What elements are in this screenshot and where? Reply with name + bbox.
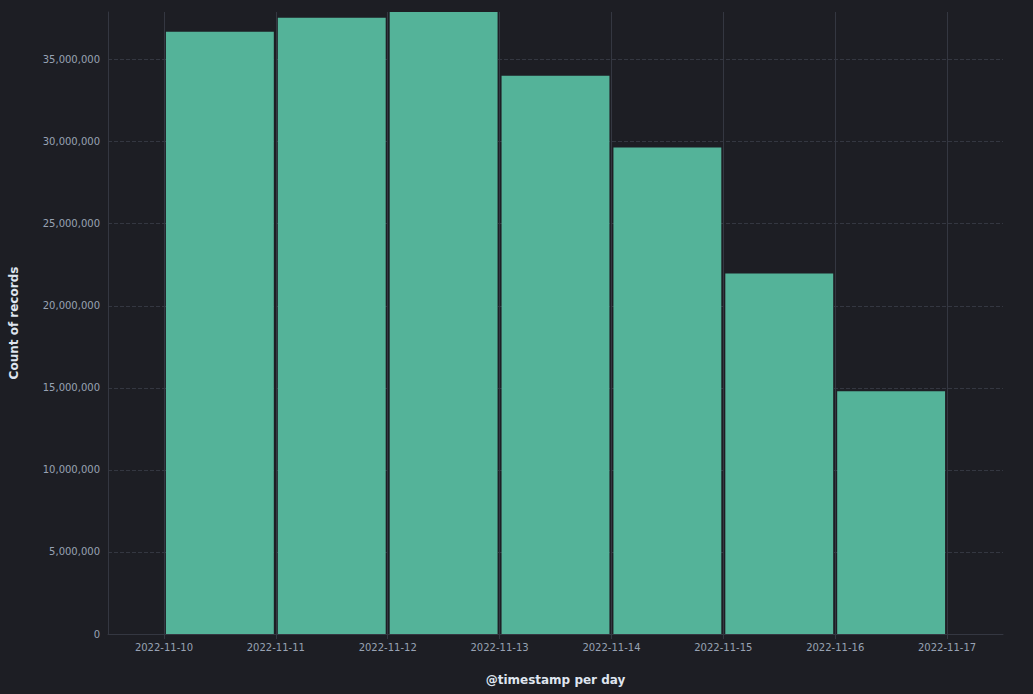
- svg-text:2022-11-13: 2022-11-13: [471, 642, 529, 653]
- svg-text:0: 0: [94, 629, 100, 640]
- svg-text:@timestamp per day: @timestamp per day: [486, 673, 626, 687]
- svg-text:5,000,000: 5,000,000: [49, 546, 100, 557]
- svg-text:2022-11-10: 2022-11-10: [135, 642, 193, 653]
- svg-text:2022-11-12: 2022-11-12: [359, 642, 417, 653]
- svg-text:2022-11-14: 2022-11-14: [582, 642, 640, 653]
- svg-text:20,000,000: 20,000,000: [43, 300, 100, 311]
- svg-text:30,000,000: 30,000,000: [43, 136, 100, 147]
- svg-text:35,000,000: 35,000,000: [43, 54, 100, 65]
- svg-text:2022-11-17: 2022-11-17: [918, 642, 976, 653]
- svg-text:15,000,000: 15,000,000: [43, 382, 100, 393]
- svg-text:Count of records: Count of records: [7, 267, 21, 380]
- svg-text:10,000,000: 10,000,000: [43, 464, 100, 475]
- svg-text:25,000,000: 25,000,000: [43, 218, 100, 229]
- svg-text:2022-11-16: 2022-11-16: [806, 642, 864, 653]
- svg-text:2022-11-15: 2022-11-15: [694, 642, 752, 653]
- svg-text:2022-11-11: 2022-11-11: [247, 642, 305, 653]
